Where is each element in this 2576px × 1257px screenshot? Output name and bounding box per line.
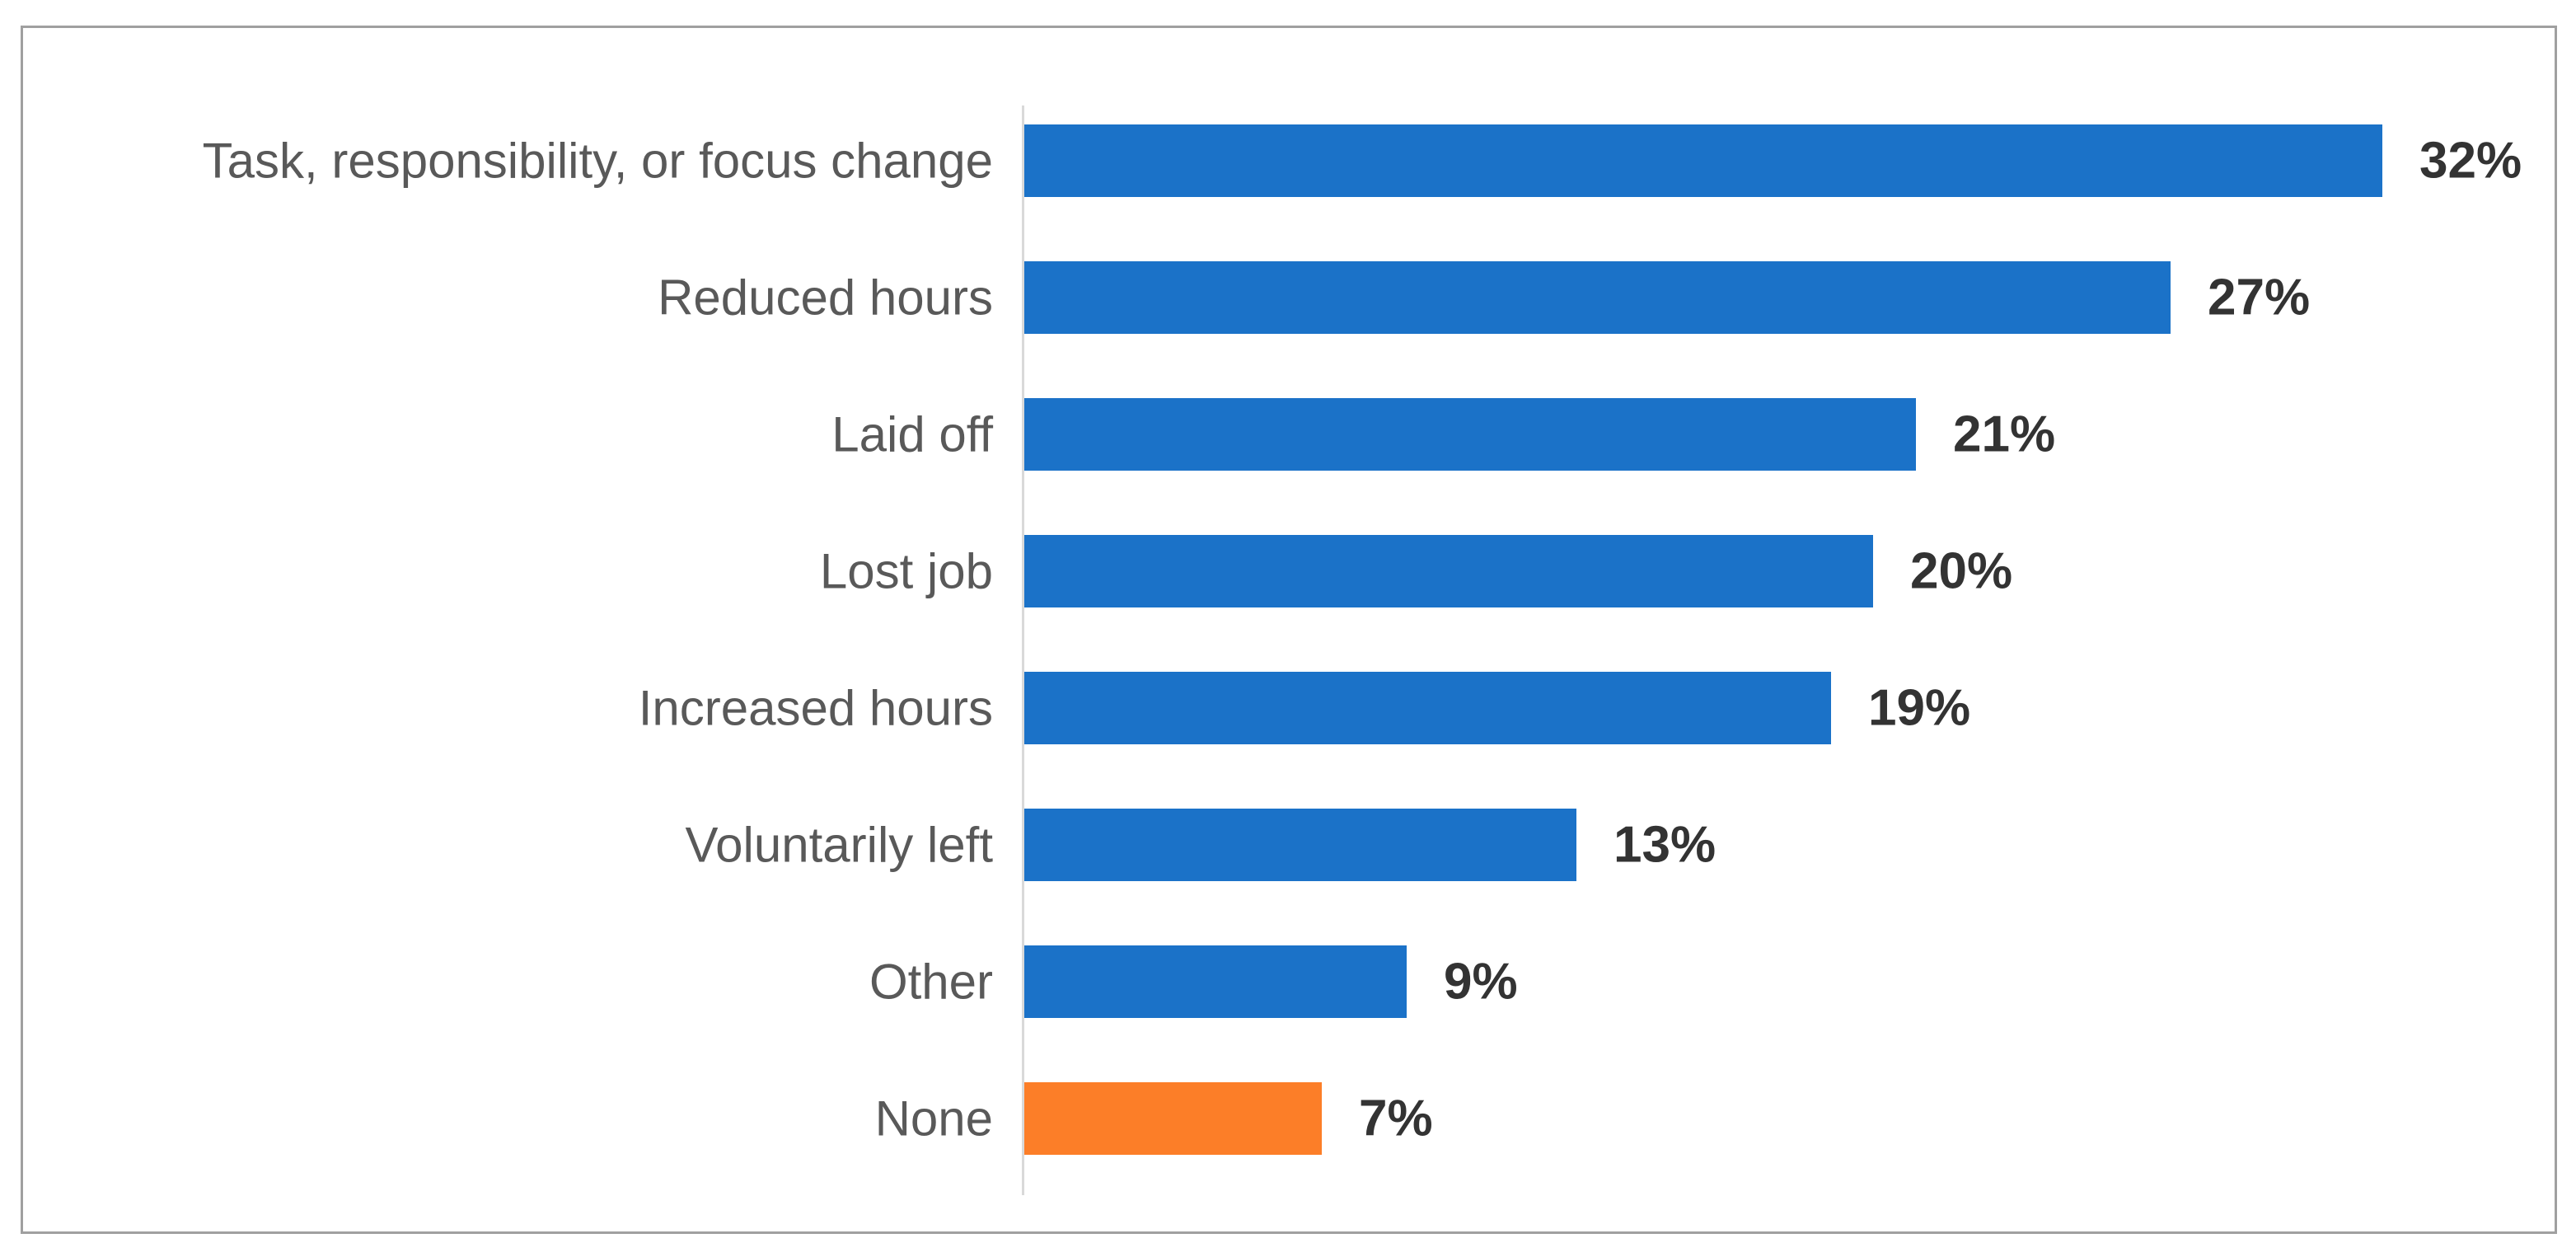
chart-row: Laid off 21% [23, 398, 2555, 471]
value-label: 9% [1444, 953, 1518, 1011]
bar [1024, 672, 1831, 744]
value-label: 13% [1614, 816, 1717, 874]
chart-row: Lost job 20% [23, 535, 2555, 607]
category-label: Reduced hours [658, 270, 993, 326]
category-label: Laid off [831, 406, 993, 462]
category-label: Increased hours [638, 680, 993, 736]
chart-row: Reduced hours 27% [23, 261, 2555, 334]
value-label: 20% [1910, 542, 2013, 600]
bar-chart-plot-area: Task, responsibility, or focus change 32%… [23, 28, 2555, 1231]
bar [1024, 261, 2171, 334]
category-label: Other [869, 954, 993, 1010]
value-label: 27% [2208, 269, 2311, 326]
chart-row: Other 9% [23, 945, 2555, 1018]
category-axis-line [1022, 106, 1024, 1195]
bar [1024, 1082, 1322, 1155]
chart-frame: Task, responsibility, or focus change 32%… [21, 26, 2557, 1234]
value-label: 21% [1953, 406, 2056, 463]
bar [1024, 398, 1916, 471]
chart-row: Task, responsibility, or focus change 32% [23, 124, 2555, 197]
chart-row: Increased hours 19% [23, 672, 2555, 744]
bar [1024, 124, 2382, 197]
chart-row: None 7% [23, 1082, 2555, 1155]
bar [1024, 809, 1576, 881]
value-label: 32% [2419, 132, 2522, 190]
category-label: None [874, 1090, 993, 1147]
chart-row: Voluntarily left 13% [23, 809, 2555, 881]
category-label: Task, responsibility, or focus change [202, 133, 993, 189]
value-label: 7% [1359, 1090, 1433, 1147]
bar [1024, 535, 1873, 607]
category-label: Voluntarily left [685, 817, 993, 873]
bar [1024, 945, 1407, 1018]
category-label: Lost job [819, 543, 993, 599]
value-label: 19% [1868, 679, 1971, 737]
